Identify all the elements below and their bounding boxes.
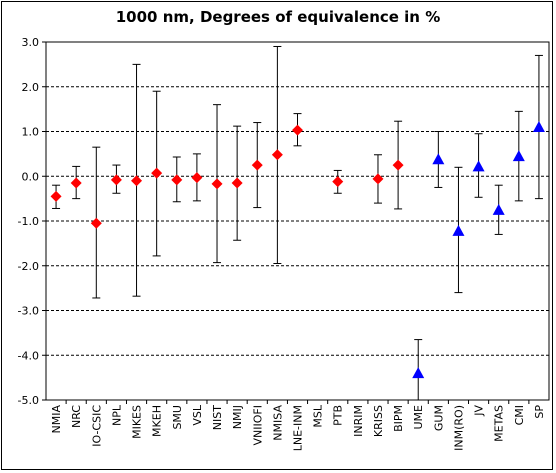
x-tick-label: NMIJ <box>231 405 244 429</box>
x-tick-label: NMISA <box>271 405 284 441</box>
data-point-gum <box>432 153 445 165</box>
data-point-jv <box>472 160 485 172</box>
y-tick-label: -4.0 <box>18 349 39 362</box>
x-tick-label: SMU <box>171 405 184 430</box>
y-tick-label: -1.0 <box>18 215 39 228</box>
x-tick-label: INRIM <box>352 405 365 437</box>
x-tick-label: BIPM <box>392 405 405 432</box>
x-tick-label: JV <box>473 405 486 417</box>
x-tick-label: MIKES <box>131 405 144 439</box>
x-tick-label: NRC <box>70 405 83 428</box>
x-tick-label: PTB <box>332 405 345 426</box>
data-point-inm(ro) <box>452 224 465 236</box>
x-tick-label: CMI <box>513 405 526 425</box>
x-tick-label: NMIA <box>50 405 63 434</box>
x-tick-label: KRISS <box>372 405 385 437</box>
data-point-cmi <box>512 150 525 162</box>
x-tick-label: NPL <box>110 404 123 426</box>
data-point-nmisa <box>271 149 283 161</box>
data-point-vsl <box>191 172 203 184</box>
data-point-vniiofi <box>251 159 263 171</box>
x-tick-label: NIST <box>211 405 224 430</box>
data-point-nmij <box>231 177 243 189</box>
data-point-ume <box>412 367 425 379</box>
x-tick-label: VNIIOFI <box>251 405 264 445</box>
chart-title: 1000 nm, Degrees of equivalence in % <box>115 8 441 26</box>
x-tick-label: SP <box>533 405 546 419</box>
data-point-ptb <box>332 176 344 188</box>
x-tick-label: IO-CSIC <box>90 405 103 447</box>
x-tick-label: VSL <box>191 404 204 426</box>
data-point-mkeh <box>151 167 163 179</box>
data-point-io-csic <box>90 217 102 229</box>
data-point-kriss <box>372 173 384 185</box>
data-point-bipm <box>392 159 404 171</box>
y-tick-label: -3.0 <box>18 305 39 318</box>
y-tick-label: 1.0 <box>22 126 40 139</box>
y-tick-label: -5.0 <box>18 394 39 407</box>
data-point-smu <box>171 174 183 186</box>
data-point-sp <box>532 121 545 133</box>
data-point-nmia <box>50 190 62 202</box>
x-tick-label: GUM <box>432 405 445 431</box>
y-tick-label: 0.0 <box>22 170 40 183</box>
x-tick-label: LNE-INM <box>292 405 305 451</box>
x-tick-label: INM(RO) <box>452 405 465 451</box>
x-tick-label: MSL <box>312 404 325 427</box>
y-tick-label: -2.0 <box>18 260 39 273</box>
data-point-nrc <box>70 177 82 189</box>
y-tick-label: 3.0 <box>22 36 40 49</box>
y-tick-label: 2.0 <box>22 81 40 94</box>
data-point-metas <box>492 203 505 215</box>
x-tick-label: MKEH <box>151 405 164 437</box>
data-point-lne-inm <box>292 124 303 136</box>
x-tick-label: UME <box>412 405 425 430</box>
x-tick-label: METAS <box>493 405 506 442</box>
data-point-nist <box>211 178 223 190</box>
data-point-npl <box>110 174 122 186</box>
data-point-mikes <box>131 175 143 187</box>
